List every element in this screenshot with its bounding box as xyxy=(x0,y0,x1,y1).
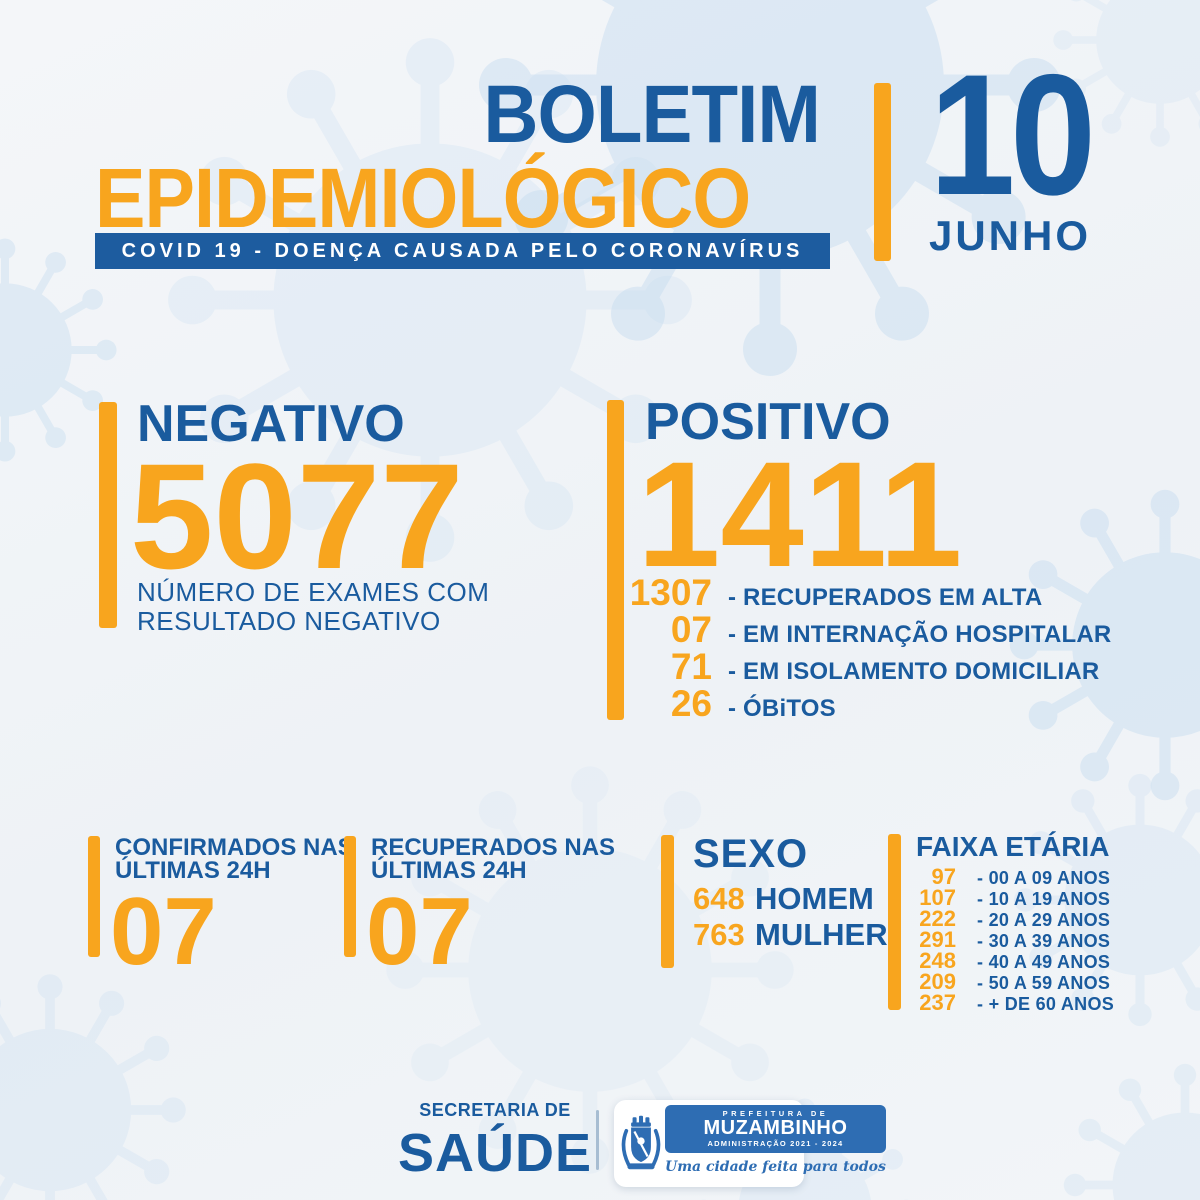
date-divider-bar xyxy=(874,83,891,261)
sex-breakdown: 648 HOMEM 763 MULHER xyxy=(693,881,888,953)
age-label: - 20 A 29 ANOS xyxy=(977,910,1111,930)
negative-description-line1: NÚMERO DE EXAMES COM xyxy=(137,577,490,607)
confirmed-24h-count: 07 xyxy=(110,878,217,985)
virus-decoration-icon xyxy=(1063,1063,1200,1200)
recovered-24h-title: RECUPERADOS NAS ÚLTIMAS 24H xyxy=(371,834,616,884)
date-block: 10 JUNHO xyxy=(900,39,1120,260)
age-value: 291 xyxy=(919,927,956,952)
age-breakdown: 97 - 00 A 09 ANOS 107 - 10 A 19 ANOS 222… xyxy=(890,864,1114,1015)
virus-decoration-icon xyxy=(0,974,186,1200)
date-month: JUNHO xyxy=(928,212,1092,259)
sex-label: MULHER xyxy=(755,917,888,952)
age-value: 248 xyxy=(919,948,956,973)
breakdown-label: - ÓBiTOS xyxy=(728,695,836,722)
age-label: - 50 A 59 ANOS xyxy=(977,973,1111,993)
age-value: 97 xyxy=(931,864,956,889)
age-row: 222 - 20 A 29 ANOS xyxy=(890,906,1114,931)
age-label: - 30 A 39 ANOS xyxy=(977,931,1111,951)
breakdown-row-recovered: 1307 - RECUPERADOS EM ALTA xyxy=(600,572,1111,613)
positive-title: POSITIVO xyxy=(645,393,891,451)
sex-label: HOMEM xyxy=(755,881,874,916)
muzambinho-crest-icon xyxy=(621,1115,661,1169)
sex-value: 763 xyxy=(693,917,745,952)
city-hall-logo: PREFEITURA DE MUZAMBINHO ADMINISTRAÇÃO 2… xyxy=(614,1100,886,1187)
negative-description: NÚMERO DE EXAMES COM RESULTADO NEGATIVO xyxy=(137,577,490,637)
positive-accent-bar xyxy=(607,400,624,720)
logo-administration-label: ADMINISTRAÇÃO 2021 - 2024 xyxy=(707,1139,844,1149)
sex-row-male: 648 HOMEM xyxy=(693,881,888,917)
age-value: 237 xyxy=(919,990,956,1015)
confirmed-24h-title-line2: ÚLTIMAS 24H xyxy=(115,857,271,884)
age-row: 237 - + DE 60 ANOS xyxy=(890,990,1114,1015)
recovered-24h-accent-bar xyxy=(344,836,356,957)
negative-accent-bar xyxy=(99,402,117,628)
confirmed-24h-title-line1: CONFIRMADOS NAS xyxy=(115,834,354,861)
age-label: - + DE 60 ANOS xyxy=(977,994,1115,1014)
health-secretariat-block: SECRETARIA DE SAÚDE xyxy=(385,1100,605,1180)
negative-title: NEGATIVO xyxy=(137,395,405,453)
breakdown-label: - EM ISOLAMENTO DOMICILIAR xyxy=(728,658,1100,685)
age-row: 97 - 00 A 09 ANOS xyxy=(890,864,1114,889)
age-label: - 40 A 49 ANOS xyxy=(977,952,1111,972)
age-title: FAIXA ETÁRIA xyxy=(916,831,1110,862)
breakdown-row-hospitalized: 07 - EM INTERNAÇÃO HOSPITALAR xyxy=(600,609,1112,650)
negative-count: 5077 xyxy=(130,432,464,600)
age-accent-bar xyxy=(888,834,901,1010)
age-value: 107 xyxy=(919,885,956,910)
age-value: 209 xyxy=(919,969,956,994)
age-row: 248 - 40 A 49 ANOS xyxy=(890,948,1114,973)
logo-prefeitura-label: PREFEITURA DE xyxy=(722,1109,829,1119)
breakdown-value: 07 xyxy=(670,609,712,650)
positive-breakdown: 1307 - RECUPERADOS EM ALTA 07 - EM INTER… xyxy=(600,572,1112,724)
breakdown-row-deaths: 26 - ÓBiTOS xyxy=(600,683,1111,724)
logo-slogan: Uma cidade feita para todos xyxy=(665,1159,886,1176)
logo-blue-panel: PREFEITURA DE MUZAMBINHO ADMINISTRAÇÃO 2… xyxy=(665,1105,886,1153)
breakdown-label: - EM INTERNAÇÃO HOSPITALAR xyxy=(728,621,1112,648)
breakdown-row-isolation: 71 - EM ISOLAMENTO DOMICILIAR xyxy=(600,646,1111,687)
breakdown-value: 26 xyxy=(670,683,712,724)
negative-description-line2: RESULTADO NEGATIVO xyxy=(137,606,441,637)
age-row: 291 - 30 A 39 ANOS xyxy=(890,927,1114,952)
sex-row-female: 763 MULHER xyxy=(693,917,888,953)
footer-divider xyxy=(596,1110,599,1170)
secretariat-line2: SAÚDE xyxy=(397,1123,593,1183)
covid-banner: COVID 19 - DOENÇA CAUSADA PELO CORONAVÍR… xyxy=(95,233,830,269)
sex-title: SEXO xyxy=(693,832,809,876)
breakdown-label: - RECUPERADOS EM ALTA xyxy=(728,584,1043,611)
age-label: - 10 A 19 ANOS xyxy=(977,889,1111,909)
recovered-24h-count: 07 xyxy=(366,878,473,985)
age-row: 209 - 50 A 59 ANOS xyxy=(890,969,1114,994)
breakdown-value: 71 xyxy=(670,646,712,687)
confirmed-24h-accent-bar xyxy=(88,836,100,957)
confirmed-24h-title: CONFIRMADOS NAS ÚLTIMAS 24H xyxy=(115,834,354,884)
logo-text-panel: PREFEITURA DE MUZAMBINHO ADMINISTRAÇÃO 2… xyxy=(665,1105,886,1182)
positive-count: 1411 xyxy=(637,430,963,598)
crest-cell xyxy=(619,1105,663,1182)
bulletin-title-line1: BOLETIM xyxy=(483,69,821,160)
age-row: 107 - 10 A 19 ANOS xyxy=(890,885,1114,910)
sex-value: 648 xyxy=(693,881,745,916)
bulletin-title-line2: EPIDEMIOLÓGICO xyxy=(95,151,751,245)
age-value: 222 xyxy=(919,906,956,931)
logo-city-name: MUZAMBINHO xyxy=(703,1117,848,1140)
secretariat-line1: SECRETARIA DE xyxy=(419,1100,571,1120)
date-day: 10 xyxy=(929,39,1096,231)
sex-accent-bar xyxy=(661,835,674,968)
recovered-24h-title-line1: RECUPERADOS NAS xyxy=(371,834,616,861)
breakdown-value: 1307 xyxy=(629,572,712,613)
recovered-24h-title-line2: ÚLTIMAS 24H xyxy=(371,857,527,884)
age-label: - 00 A 09 ANOS xyxy=(977,868,1111,888)
